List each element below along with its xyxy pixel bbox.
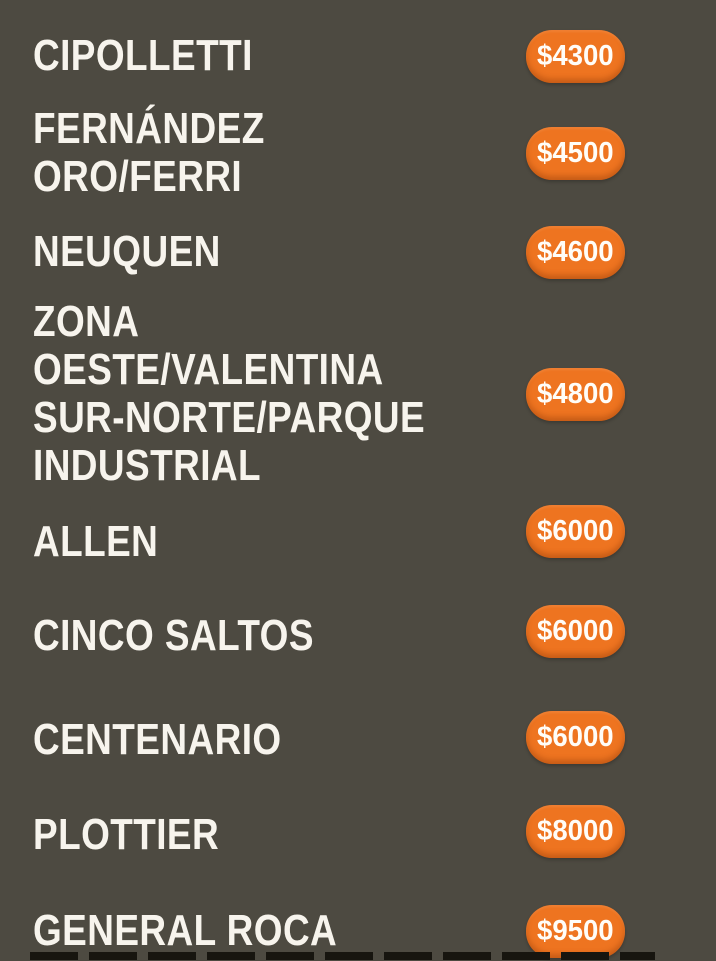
price-badge: $6000 [526, 710, 625, 764]
price-value: $4600 [537, 235, 614, 268]
location-label: CENTENARIO [33, 715, 282, 764]
price-value: $6000 [537, 614, 614, 647]
price-value: $6000 [537, 514, 614, 547]
price-value: $4800 [537, 377, 614, 410]
location-label: PLOTTIER [33, 810, 220, 859]
price-value: $8000 [537, 814, 614, 847]
price-list-row: GENERAL ROCA $9500 [33, 901, 625, 961]
location-label: CINCO SALTOS [33, 611, 314, 660]
location-label: GENERAL ROCA [33, 906, 338, 955]
price-badge: $8000 [526, 804, 625, 858]
price-list-row: CIPOLLETTI $4300 [33, 26, 625, 86]
price-list-row: CENTENARIO $6000 [33, 710, 625, 770]
price-badge: $4800 [526, 367, 625, 421]
bottom-cutoff-strip [30, 952, 655, 960]
price-list-row: ALLEN $6000 [33, 504, 625, 572]
price-badge: $6000 [526, 604, 625, 658]
location-label: CIPOLLETTI [33, 31, 253, 80]
price-list-row: ZONA OESTE/VALENTINA SUR-NORTE/PARQUE IN… [33, 298, 625, 490]
price-list-row: PLOTTIER $8000 [33, 804, 625, 865]
location-label: ZONA OESTE/VALENTINA SUR-NORTE/PARQUE IN… [33, 297, 426, 490]
price-badge: $4500 [526, 126, 625, 180]
location-label: FERNÁNDEZ ORO/FERRI [33, 104, 265, 201]
price-list-row: CINCO SALTOS $6000 [33, 604, 625, 666]
price-badge: $4600 [526, 225, 625, 279]
price-list-row: FERNÁNDEZ ORO/FERRI $4500 [33, 105, 625, 201]
location-label: ALLEN [33, 517, 159, 566]
price-badge: $9500 [526, 904, 625, 958]
price-value: $4500 [537, 136, 614, 169]
price-badge: $6000 [526, 504, 625, 558]
price-value: $9500 [537, 914, 614, 947]
price-value: $6000 [537, 720, 614, 753]
location-label: NEUQUEN [33, 227, 221, 276]
price-value: $4300 [537, 39, 614, 72]
price-list-row: NEUQUEN $4600 [33, 222, 625, 282]
price-badge: $4300 [526, 29, 625, 83]
